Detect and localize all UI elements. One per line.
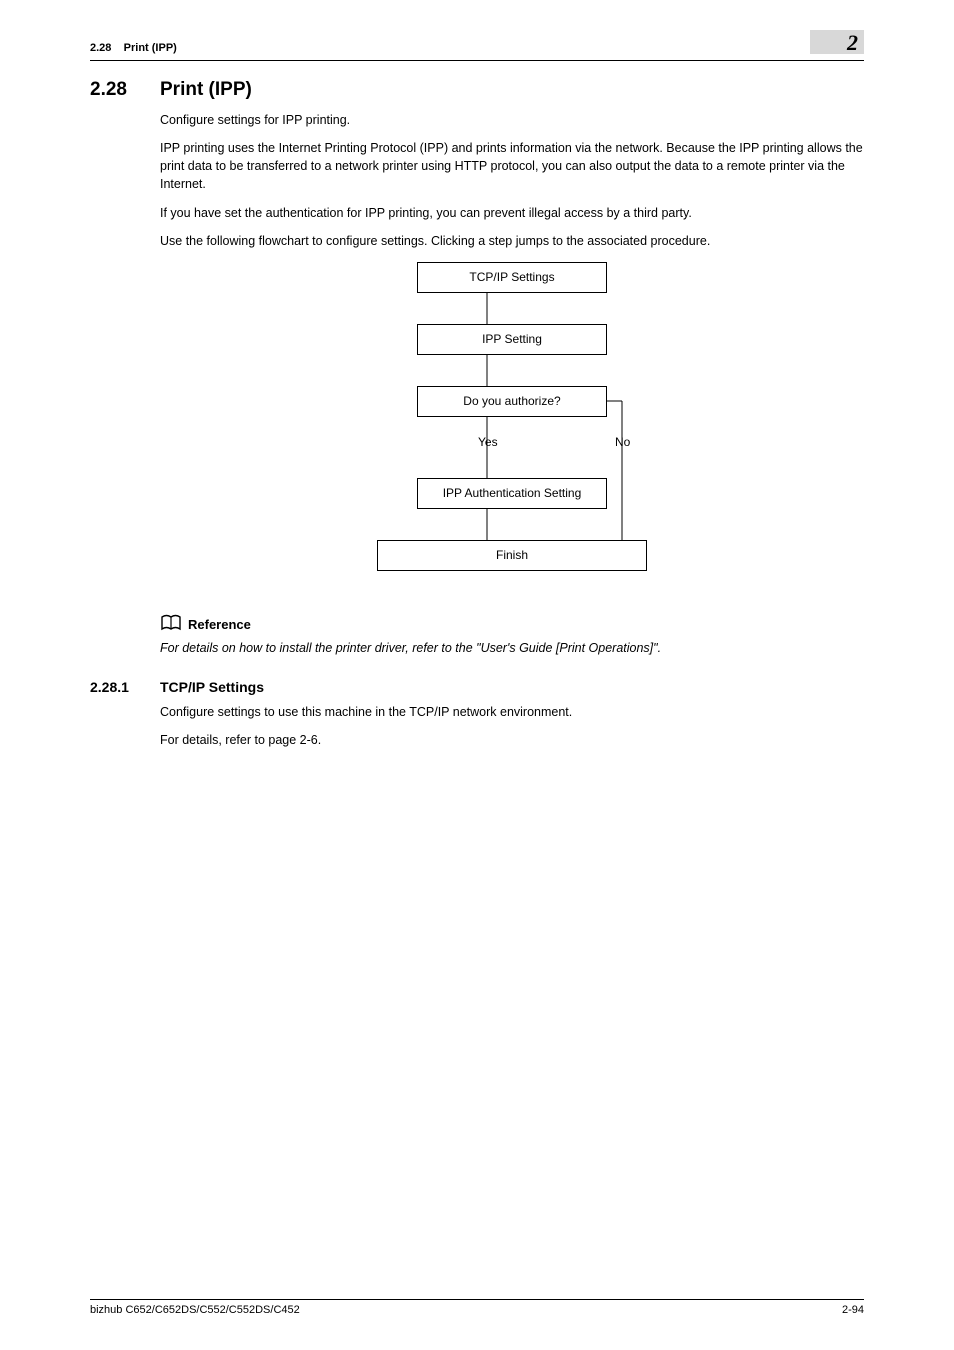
flow-node-label: IPP Setting <box>482 332 542 346</box>
subsection-title: TCP/IP Settings <box>160 679 264 695</box>
reference-label: Reference <box>188 616 251 635</box>
flow-node-tcpip[interactable]: TCP/IP Settings <box>417 262 607 293</box>
book-icon <box>160 614 182 637</box>
body-paragraph: IPP printing uses the Internet Printing … <box>160 139 864 193</box>
body-paragraph: Use the following flowchart to configure… <box>160 232 864 250</box>
flow-label-no: No <box>615 434 630 451</box>
section-heading: 2.28 Print (IPP) <box>90 79 864 101</box>
flow-node-finish: Finish <box>377 540 647 571</box>
body-paragraph: Configure settings for IPP printing. <box>160 111 864 129</box>
flow-label-yes: Yes <box>478 434 498 451</box>
flow-node-label: TCP/IP Settings <box>469 270 554 284</box>
subsection-heading: 2.28.1 TCP/IP Settings <box>90 679 864 695</box>
reference-text: For details on how to install the printe… <box>160 639 864 657</box>
flow-node-label: Do you authorize? <box>463 394 560 408</box>
page-footer: bizhub C652/C652DS/C552/C552DS/C452 2-94 <box>90 1299 864 1316</box>
header-rule <box>90 60 864 61</box>
subsection-body: Configure settings to use this machine i… <box>160 703 864 749</box>
footer-rule <box>90 1299 864 1300</box>
subsection-number: 2.28.1 <box>90 679 160 695</box>
body-paragraph: For details, refer to page 2-6. <box>160 731 864 749</box>
body-paragraph: Configure settings to use this machine i… <box>160 703 864 721</box>
page: 2.28 Print (IPP) 2 2.28 Print (IPP) Conf… <box>0 0 954 1350</box>
flow-node-label: IPP Authentication Setting <box>443 486 582 500</box>
body-paragraph: If you have set the authentication for I… <box>160 204 864 222</box>
section-body: Configure settings for IPP printing. IPP… <box>160 111 864 657</box>
flow-node-label: Finish <box>496 548 528 562</box>
flow-node-ipp[interactable]: IPP Setting <box>417 324 607 355</box>
header-section-title: Print (IPP) <box>124 42 177 54</box>
header-section-number: 2.28 <box>90 42 111 54</box>
flowchart: TCP/IP Settings IPP Setting Do you autho… <box>332 262 692 592</box>
flow-node-ippauth[interactable]: IPP Authentication Setting <box>417 478 607 509</box>
header-section-ref: 2.28 Print (IPP) <box>90 42 177 54</box>
footer-product: bizhub C652/C652DS/C552/C552DS/C452 <box>90 1304 300 1316</box>
running-header: 2.28 Print (IPP) 2 <box>90 30 864 60</box>
reference-heading: Reference <box>160 614 864 637</box>
footer-page-number: 2-94 <box>842 1304 864 1316</box>
flow-node-authorize: Do you authorize? <box>417 386 607 417</box>
chapter-badge: 2 <box>810 30 864 54</box>
section-title: Print (IPP) <box>160 79 252 101</box>
section-number: 2.28 <box>90 79 160 101</box>
footer-row: bizhub C652/C652DS/C552/C552DS/C452 2-94 <box>90 1304 864 1316</box>
